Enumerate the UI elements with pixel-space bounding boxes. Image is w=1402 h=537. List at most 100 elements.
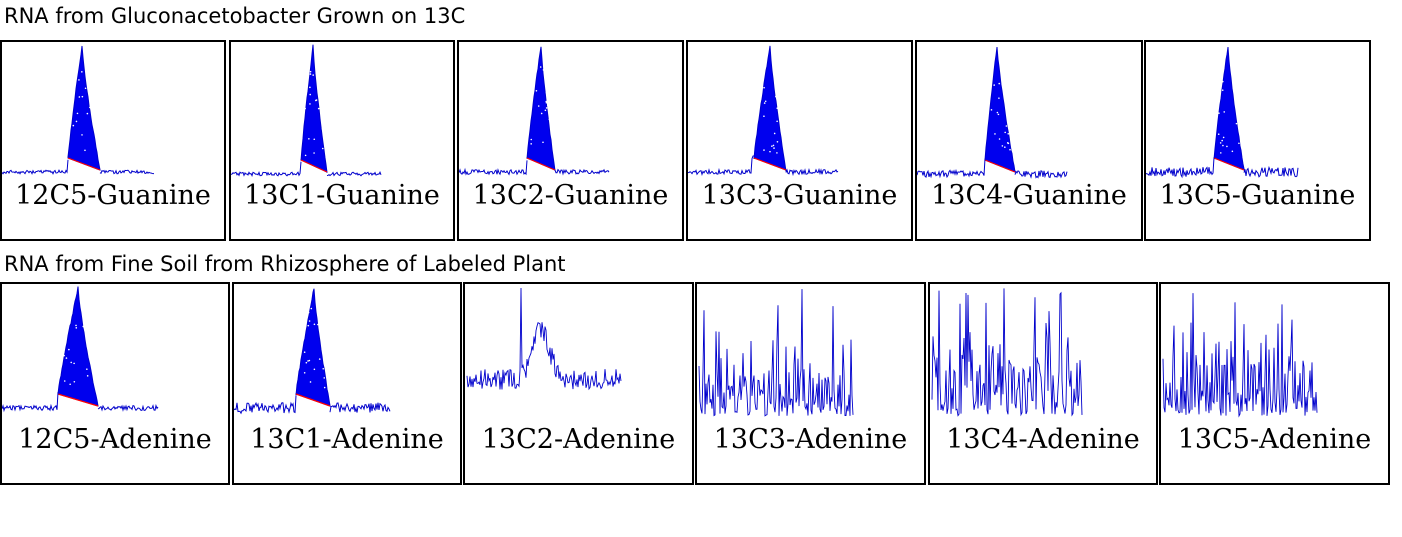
peak-area bbox=[57, 286, 99, 407]
peak-dot bbox=[763, 115, 765, 118]
peak-dot bbox=[313, 138, 316, 141]
peak-dot bbox=[773, 132, 776, 135]
peak-dot bbox=[998, 82, 1001, 85]
panel-13c3-guanine: 13C3-Guanine bbox=[686, 40, 913, 241]
peak-dot bbox=[307, 324, 310, 327]
peak-dot bbox=[997, 113, 1000, 116]
peak-dot bbox=[1007, 132, 1010, 135]
peak-dot bbox=[304, 154, 307, 157]
peak-dot bbox=[81, 134, 83, 136]
peak-dot bbox=[322, 367, 325, 370]
peak-dot bbox=[545, 101, 548, 104]
peak-dot bbox=[1226, 145, 1228, 148]
peak-dot bbox=[763, 149, 765, 151]
peak-dot bbox=[1222, 144, 1224, 147]
peak-dot bbox=[539, 66, 542, 68]
peak-dot bbox=[303, 371, 306, 374]
peak-dot bbox=[772, 144, 775, 147]
integration-baseline bbox=[295, 393, 331, 407]
peak-dot bbox=[81, 95, 84, 98]
peak-dot bbox=[1007, 142, 1010, 145]
peak-dot bbox=[998, 97, 1000, 99]
peak-dot bbox=[998, 138, 1001, 140]
panel-label: 13C1-Adenine bbox=[250, 424, 444, 455]
peak-dot bbox=[1236, 68, 1239, 71]
peak-dot bbox=[549, 88, 552, 91]
peak-dot bbox=[769, 150, 771, 153]
baseline-trace bbox=[2, 159, 69, 175]
peak-dot bbox=[544, 82, 547, 84]
panel-label: 12C5-Adenine bbox=[18, 424, 212, 455]
panel-label: 12C5-Guanine bbox=[15, 180, 211, 211]
peak-dot bbox=[1004, 146, 1006, 148]
peak-dot bbox=[84, 87, 87, 90]
panel-label: 13C3-Adenine bbox=[713, 424, 908, 455]
peak-dot bbox=[312, 74, 314, 76]
peak-dot bbox=[1221, 139, 1223, 142]
peak-area bbox=[300, 44, 328, 173]
integration-baseline bbox=[300, 159, 328, 173]
baseline-trace bbox=[231, 161, 302, 177]
peak-dot bbox=[1235, 122, 1238, 125]
peak-dot bbox=[84, 149, 86, 152]
panel-13c1-guanine: 13C1-Guanine bbox=[229, 40, 455, 241]
chart-title-row2: RNA from Fine Soil from Rhizosphere of L… bbox=[4, 252, 566, 276]
peak-dot bbox=[321, 102, 324, 104]
peak-dot bbox=[1004, 82, 1006, 85]
peak-dot bbox=[323, 386, 326, 389]
peak-dot bbox=[309, 381, 312, 383]
integration-baseline bbox=[753, 157, 787, 171]
tail-trace bbox=[554, 168, 610, 176]
peak-dot bbox=[1236, 115, 1239, 117]
integration-baseline bbox=[1213, 157, 1245, 171]
peak-dot bbox=[537, 105, 540, 107]
peak-area bbox=[67, 45, 101, 171]
peak-dot bbox=[315, 99, 318, 101]
peak-dot bbox=[990, 109, 993, 111]
peak-dot bbox=[86, 375, 89, 377]
panel-label: 13C1-Guanine bbox=[244, 180, 440, 211]
peak-dot bbox=[305, 68, 308, 71]
peak-area bbox=[295, 288, 331, 407]
peak-dot bbox=[993, 84, 995, 86]
peak-dot bbox=[1221, 76, 1223, 78]
chart-title-row1: RNA from Gluconacetobacter Grown on 13C bbox=[4, 4, 466, 28]
panel-13c2-adenine: 13C2-Adenine bbox=[463, 282, 694, 485]
tail-trace bbox=[99, 169, 155, 175]
peak-dot bbox=[763, 102, 766, 104]
peak-dot bbox=[90, 71, 92, 74]
peak-dot bbox=[1218, 112, 1220, 114]
peak-dot bbox=[68, 348, 70, 351]
peak-dot bbox=[317, 323, 319, 326]
peak-dot bbox=[771, 145, 773, 147]
peak-dot bbox=[310, 307, 313, 310]
peak-dot bbox=[63, 354, 65, 357]
chromatogram-13c2-guanine bbox=[459, 46, 610, 176]
tail-trace bbox=[785, 167, 839, 177]
peak-dot bbox=[776, 107, 779, 109]
peak-area bbox=[1213, 46, 1245, 171]
peak-dot bbox=[1223, 111, 1226, 113]
peak-dot bbox=[88, 73, 90, 76]
chromatogram-13c4-adenine bbox=[931, 288, 1083, 417]
panel-label: 13C5-Adenine bbox=[1177, 424, 1372, 455]
peak-area bbox=[753, 45, 787, 172]
baseline-trace bbox=[2, 392, 59, 413]
peak-dot bbox=[65, 331, 68, 333]
peak-dot bbox=[318, 358, 321, 360]
chromatogram-13c5-guanine bbox=[1146, 46, 1299, 179]
peak-dot bbox=[775, 95, 777, 98]
peak-dot bbox=[546, 104, 549, 107]
peak-dot bbox=[530, 143, 532, 145]
peak-dot bbox=[308, 359, 311, 362]
integration-baseline bbox=[984, 159, 1016, 173]
peak-dot bbox=[309, 93, 312, 96]
peak-dot bbox=[535, 90, 538, 92]
panel-13c5-guanine: 13C5-Guanine bbox=[1144, 40, 1371, 241]
chromatogram-12c5-adenine bbox=[2, 286, 159, 413]
baseline-trace bbox=[459, 160, 528, 176]
peak-dot bbox=[545, 107, 548, 109]
peak-dot bbox=[1222, 136, 1225, 139]
peak-dot bbox=[305, 361, 308, 364]
peak-dot bbox=[323, 377, 326, 379]
